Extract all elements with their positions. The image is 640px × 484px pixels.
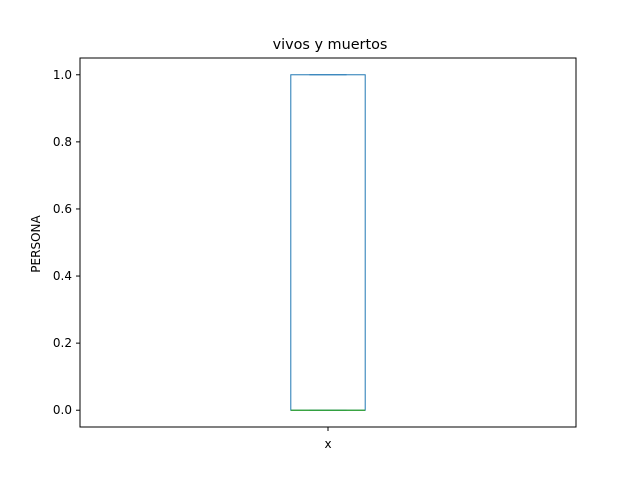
y-tick-label: 0.4: [53, 269, 72, 283]
y-tick-label: 0.8: [53, 135, 72, 149]
y-tick-label: 0.2: [53, 336, 72, 350]
box-group: [290, 74, 366, 411]
x-axis-ticks: x: [324, 427, 332, 451]
y-tick-label: 0.0: [53, 403, 72, 417]
axes-frame: [79, 57, 577, 428]
y-axis-ticks: 0.0 0.2 0.4 0.6 0.8 1.0: [53, 68, 80, 417]
y-tick-label: 1.0: [53, 68, 72, 82]
x-tick-label: x: [324, 437, 331, 451]
box-iqr: [290, 74, 366, 411]
chart-title: vivos y muertos: [273, 37, 388, 53]
y-axis-label: PERSONA: [29, 215, 43, 273]
y-tick-label: 0.6: [53, 202, 72, 216]
